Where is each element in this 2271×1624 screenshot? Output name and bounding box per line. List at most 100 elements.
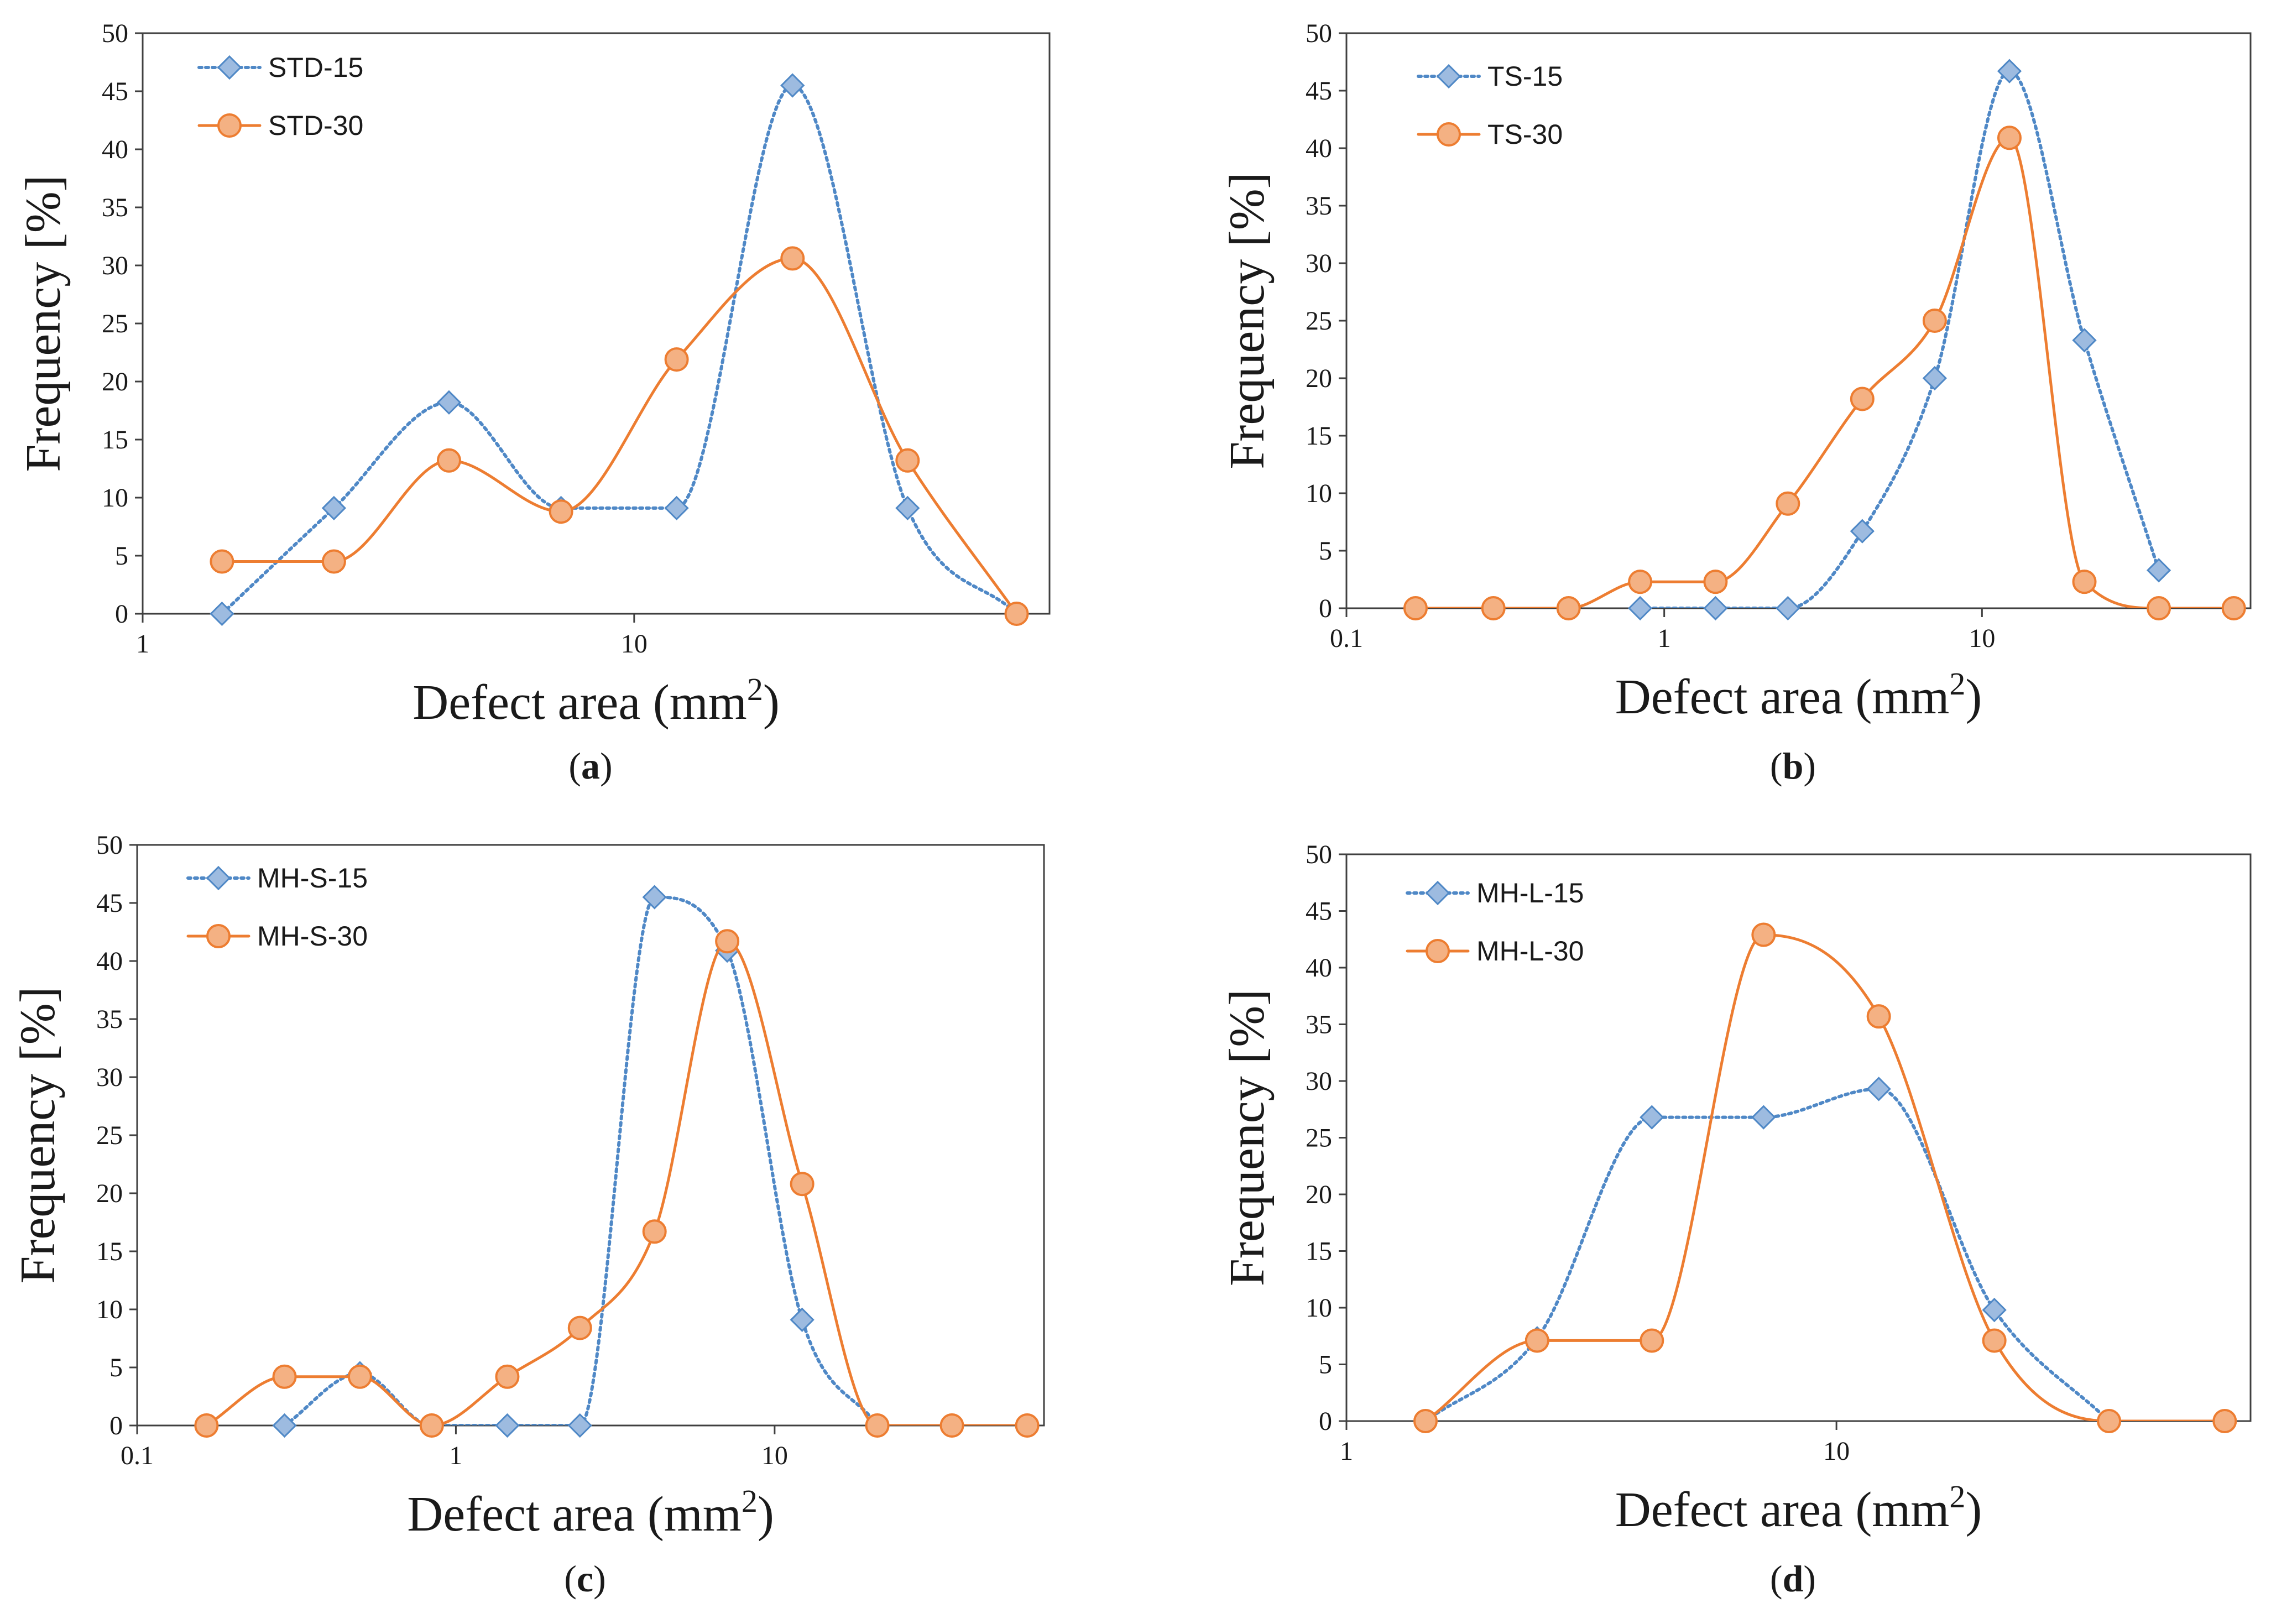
y-tick-label: 25: [96, 1121, 123, 1150]
series-line-MH-L-30: [1424, 933, 2226, 1421]
TS-30-point-3: [1628, 570, 1653, 594]
chart-panel-a: 0 5 10 15 20 25 30 35 40 45 50 1 10 Defect area (mm2)…: [16, 19, 1051, 787]
TS-30-point-1: [1481, 596, 1506, 620]
series-line-STD-15: [220, 83, 1019, 614]
y-tick-label: 50: [102, 19, 128, 48]
legend-entry-TS-15: TS-15: [1417, 61, 1563, 92]
MH-L-30-point-0: [1413, 1409, 1438, 1433]
x-axis-title: Defect area (mm2): [413, 671, 780, 730]
MH-S-30-point-7: [715, 929, 740, 954]
legend-TS-30-point-0: [1437, 122, 1461, 147]
STD-30-point-3: [549, 499, 573, 524]
legend-label: MH-L-15: [1476, 878, 1584, 908]
x-tick-label: 1: [136, 629, 149, 659]
panel-label: (c): [564, 1558, 606, 1600]
y-tick-label: 40: [102, 135, 128, 164]
STD-30-point-4: [664, 347, 689, 372]
MH-L-15-point-2: [1640, 1105, 1664, 1130]
x-tick-label: 1: [1658, 624, 1671, 653]
panel-label: (d): [1770, 1558, 1816, 1600]
y-tick-label: 0: [1319, 594, 1332, 623]
x-axis-title: Defect area (mm2): [1615, 1479, 1982, 1537]
y-tick-label: 30: [96, 1063, 123, 1092]
y-tick-label: 5: [1319, 536, 1332, 566]
MH-L-30-point-6: [2097, 1409, 2122, 1433]
MH-S-15-point-5: [642, 885, 667, 910]
y-tick-label: 10: [1306, 1293, 1332, 1323]
TS-30-point-5: [1776, 491, 1800, 516]
x-tick-label: 10: [1823, 1437, 1850, 1466]
TS-30-point-6: [1850, 387, 1875, 411]
y-tick-label: 30: [1306, 1067, 1332, 1096]
y-tick-label: 0: [115, 599, 128, 629]
series-line-STD-30: [220, 257, 1018, 614]
y-tick-label: 15: [96, 1237, 123, 1266]
STD-30-point-2: [436, 448, 461, 473]
y-tick-label: 10: [96, 1295, 123, 1324]
chart-panel-d: 0 5 10 15 20 25 30 35 40 45 50 1 10 Defect area (mm2)…: [1220, 840, 2252, 1600]
STD-15-point-5: [780, 73, 805, 98]
STD-30-point-6: [895, 448, 920, 473]
legend-TS-15-point-0: [1436, 64, 1461, 89]
y-tick-label: 0: [1319, 1407, 1332, 1436]
STD-15-point-6: [895, 495, 920, 521]
x-tick-label: 0.1: [1330, 624, 1363, 653]
series-line-MH-S-30: [205, 939, 1029, 1425]
legend-MH-L-15-point-0: [1425, 880, 1450, 906]
TS-15-point-4: [1922, 365, 1947, 391]
series-STD-30: [210, 246, 1029, 626]
x-tick-label: 1: [449, 1441, 462, 1470]
TS-30-point-9: [2072, 570, 2097, 594]
y-tick-label: 35: [1306, 1010, 1332, 1040]
y-tick-label: 25: [102, 309, 128, 338]
y-tick-label: 45: [1306, 897, 1332, 926]
series-line-TS-30: [1414, 136, 2236, 608]
legend-label: TS-15: [1487, 61, 1563, 92]
y-axis-title: Frequency [%]: [1220, 172, 1275, 469]
x-tick-label: 10: [1969, 624, 1995, 653]
y-tick-label: 20: [102, 367, 128, 396]
x-axis-title: Defect area (mm2): [1615, 666, 1982, 724]
y-tick-label: 45: [1306, 76, 1332, 106]
MH-L-30-point-1: [1525, 1328, 1549, 1353]
y-axis-title: Frequency [%]: [1220, 989, 1275, 1286]
y-axis-title: Frequency [%]: [16, 175, 71, 472]
y-tick-label: 10: [1306, 479, 1332, 508]
y-tick-label: 30: [1306, 249, 1332, 278]
TS-15-point-7: [2146, 558, 2171, 583]
MH-S-30-point-11: [1015, 1413, 1040, 1438]
MH-S-30-point-2: [347, 1364, 372, 1389]
y-tick-label: 35: [102, 193, 128, 222]
legend-entry-MH-S-30: MH-S-30: [186, 921, 368, 952]
STD-30-point-0: [210, 549, 234, 574]
legend-MH-S-15-point-0: [206, 865, 231, 891]
y-tick-label: 20: [96, 1179, 123, 1208]
legend-entry-TS-30: TS-30: [1417, 119, 1563, 150]
y-tick-label: 40: [1306, 953, 1332, 983]
legend-label: MH-S-30: [257, 921, 368, 952]
legend-label: STD-30: [268, 110, 363, 141]
TS-30-point-0: [1403, 596, 1428, 620]
x-tick-label: 0.1: [121, 1441, 154, 1470]
y-tick-label: 10: [102, 483, 128, 513]
chart-panel-c: 0 5 10 15 20 25 30 35 40 45 50 0.1 1 10 Defect area (m…: [11, 831, 1045, 1600]
MH-S-30-point-1: [272, 1364, 297, 1389]
legend-MH-S-30-point-0: [206, 924, 231, 948]
y-tick-label: 40: [1306, 134, 1332, 163]
TS-15-point-2: [1776, 596, 1800, 621]
legend-label: TS-30: [1487, 119, 1563, 150]
TS-15-point-6: [2072, 328, 2097, 353]
y-tick-label: 40: [96, 947, 123, 976]
MH-L-30-point-5: [1982, 1328, 2007, 1353]
legend-entry-MH-S-15: MH-S-15: [186, 863, 368, 894]
series-line-MH-L-15: [1424, 1087, 2111, 1421]
legend-STD-30-point-0: [217, 113, 242, 138]
MH-S-30-point-3: [419, 1413, 444, 1438]
legend-MH-L-30-point-0: [1426, 939, 1450, 963]
series-line-MH-S-15: [283, 895, 879, 1425]
legend-entry-MH-L-15: MH-L-15: [1406, 878, 1584, 908]
TS-30-point-7: [1922, 309, 1947, 333]
MH-S-15-point-0: [272, 1413, 297, 1438]
y-tick-label: 5: [115, 541, 128, 571]
